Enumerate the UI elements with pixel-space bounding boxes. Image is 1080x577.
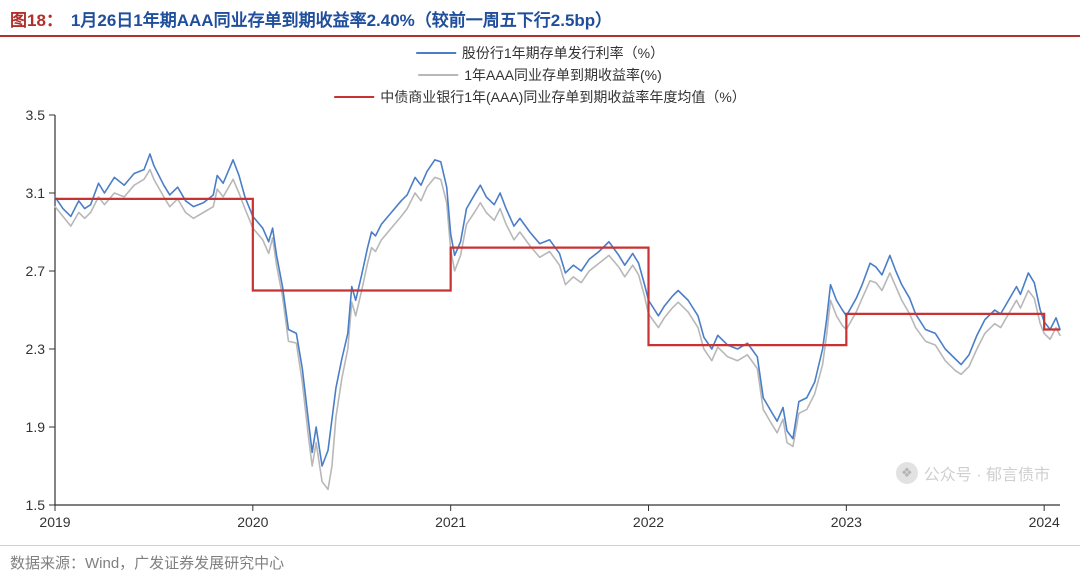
svg-text:2022: 2022 (633, 514, 664, 530)
watermark: ❖ 公众号 · 郁言债市 (896, 461, 1050, 485)
source-text: 数据来源：Wind，广发证券发展研究中心 (10, 555, 284, 572)
svg-text:3.1: 3.1 (26, 185, 46, 201)
svg-text:2021: 2021 (435, 514, 466, 530)
svg-text:2.7: 2.7 (26, 263, 46, 279)
svg-text:2024: 2024 (1029, 514, 1060, 530)
chart-title: 1月26日1年期AAA同业存单到期收益率2.40%（较前一周五下行2.5bp） (71, 6, 612, 31)
figure-number: 图18： (10, 6, 63, 31)
svg-text:1.5: 1.5 (26, 497, 46, 513)
svg-text:2020: 2020 (237, 514, 268, 530)
svg-text:2019: 2019 (39, 514, 70, 530)
watermark-text: 公众号 · 郁言债市 (924, 461, 1050, 485)
chart-header: 图18： 1月26日1年期AAA同业存单到期收益率2.40%（较前一周五下行2.… (0, 0, 1080, 37)
chart-area: 股份行1年期存单发行利率（%） 1年AAA同业存单到期收益率(%) 中债商业银行… (0, 37, 1080, 545)
source-footer: 数据来源：Wind，广发证券发展研究中心 (0, 545, 1080, 573)
svg-text:1.9: 1.9 (26, 419, 46, 435)
svg-text:2.3: 2.3 (26, 341, 46, 357)
wechat-icon: ❖ (896, 462, 918, 484)
svg-text:2023: 2023 (831, 514, 862, 530)
svg-text:3.5: 3.5 (26, 107, 46, 123)
